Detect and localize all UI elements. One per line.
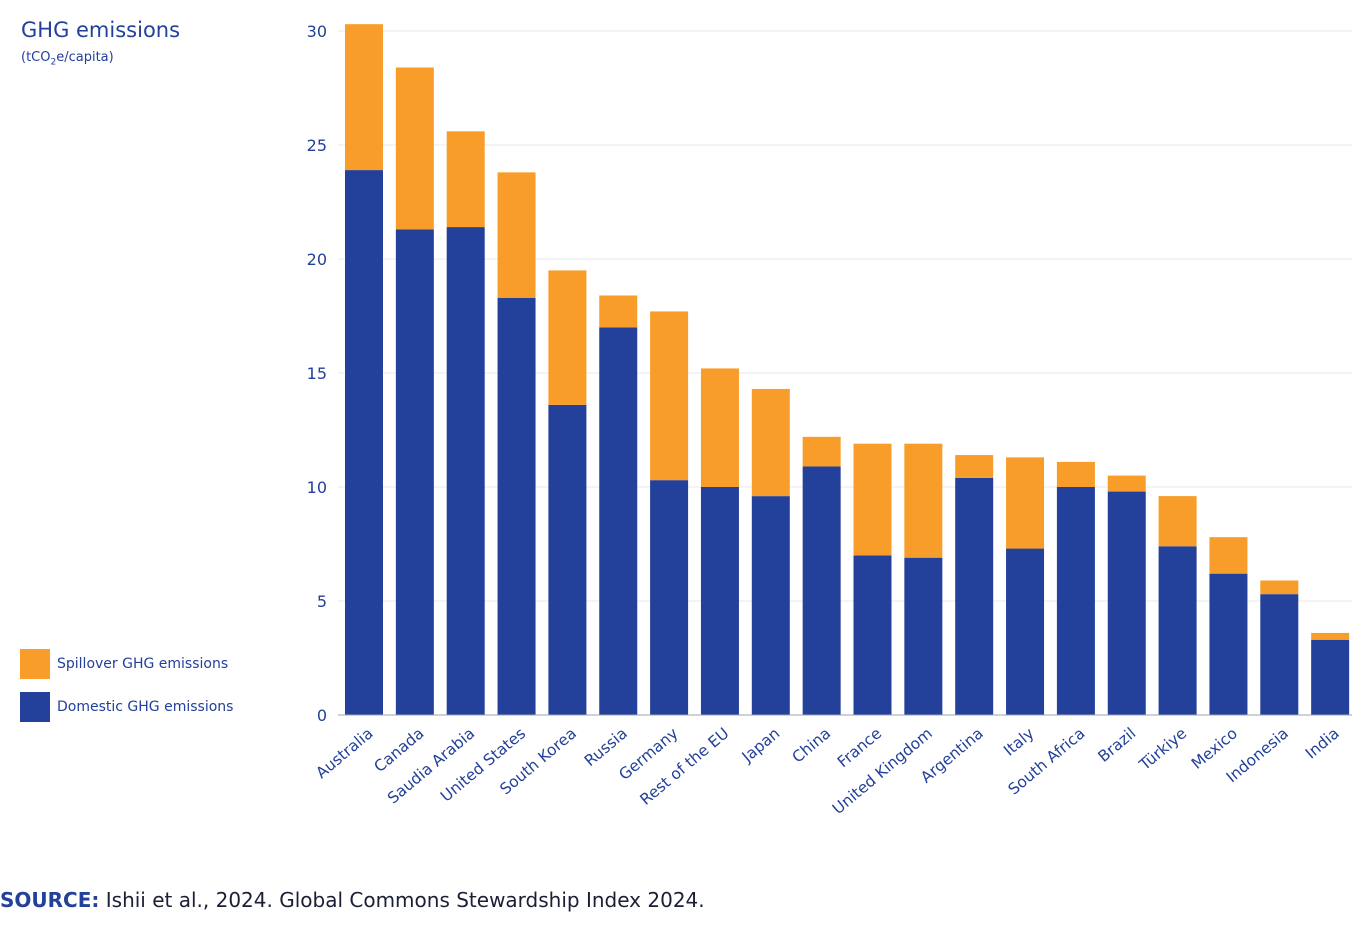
bar-spillover: [1056, 461, 1095, 487]
y-tick-label: 30: [307, 22, 327, 41]
bar-spillover: [1006, 457, 1045, 549]
bar-spillover: [395, 67, 434, 230]
legend-swatch-domestic: [20, 691, 50, 722]
bar-domestic: [700, 487, 739, 715]
bar-spillover: [955, 455, 994, 478]
bar-domestic: [1158, 546, 1197, 715]
y-tick-label: 15: [307, 364, 327, 383]
chart-units: (tCO2e/capita): [21, 50, 114, 68]
legend-item-spillover: Spillover GHG emissions: [20, 648, 233, 679]
bar-domestic: [650, 480, 689, 715]
legend: Spillover GHG emissions Domestic GHG emi…: [20, 648, 233, 734]
y-tick-label: 0: [317, 706, 327, 725]
bar-spillover: [650, 311, 689, 481]
bar-spillover: [548, 270, 587, 405]
x-tick-label: India: [1302, 724, 1343, 762]
y-tick-label: 20: [307, 250, 327, 269]
bar-spillover: [497, 172, 536, 298]
x-tick-label: Australia: [312, 724, 376, 782]
y-tick-label: 10: [307, 478, 327, 497]
bar-domestic: [446, 227, 485, 715]
bar-domestic: [1006, 548, 1045, 715]
bar-spillover: [1311, 632, 1350, 640]
bar-domestic: [802, 466, 841, 715]
bar-spillover: [700, 368, 739, 487]
bar-spillover: [1209, 537, 1248, 574]
x-tick-label: Brazil: [1095, 724, 1140, 766]
bar-spillover: [853, 443, 892, 556]
bar-spillover: [751, 388, 790, 497]
bar-domestic: [1209, 573, 1248, 715]
bar-domestic: [395, 229, 434, 716]
bar-domestic: [853, 555, 892, 715]
bar-domestic: [1311, 639, 1350, 715]
bar-spillover: [345, 24, 383, 171]
bar-domestic: [751, 496, 790, 715]
bar-spillover: [1260, 580, 1299, 595]
bar-domestic: [345, 170, 383, 715]
bar-domestic: [1260, 594, 1299, 715]
legend-item-domestic: Domestic GHG emissions: [20, 691, 233, 722]
y-tick-label: 25: [307, 136, 327, 155]
x-tick-label: China: [789, 724, 834, 766]
x-tick-label: Türkiye: [1135, 724, 1190, 774]
bar-spillover: [904, 443, 943, 558]
bar-domestic: [1056, 487, 1095, 715]
bar-domestic: [599, 327, 638, 715]
legend-swatch-spillover: [20, 648, 50, 679]
x-tick-label: Rest of the EU: [637, 724, 733, 809]
bar-spillover: [446, 131, 485, 228]
bar-domestic: [955, 477, 994, 715]
y-axis-ticks: 0 5 10 15 20 25 30: [307, 22, 327, 725]
bar-spillover: [1107, 475, 1146, 492]
bars: [345, 24, 1350, 716]
legend-label-spillover: Spillover GHG emissions: [57, 655, 229, 672]
bar-domestic: [904, 557, 943, 715]
grid-lines: [338, 30, 1352, 602]
x-tick-label: Italy: [1000, 724, 1037, 759]
bar-spillover: [1158, 496, 1197, 547]
chart-title: GHG emissions: [21, 18, 181, 42]
y-tick-label: 5: [317, 592, 327, 611]
bar-domestic: [548, 404, 587, 715]
legend-label-domestic: Domestic GHG emissions: [57, 698, 234, 715]
x-tick-label: Saudia Arabia: [384, 724, 478, 807]
source-note: SOURCE: Ishii et al., 2024. Global Commo…: [0, 888, 705, 912]
bar-domestic: [497, 297, 536, 715]
bar-spillover: [599, 295, 638, 328]
bar-domestic: [1107, 491, 1146, 715]
x-tick-label: Japan: [738, 724, 783, 766]
bar-spillover: [802, 436, 841, 467]
